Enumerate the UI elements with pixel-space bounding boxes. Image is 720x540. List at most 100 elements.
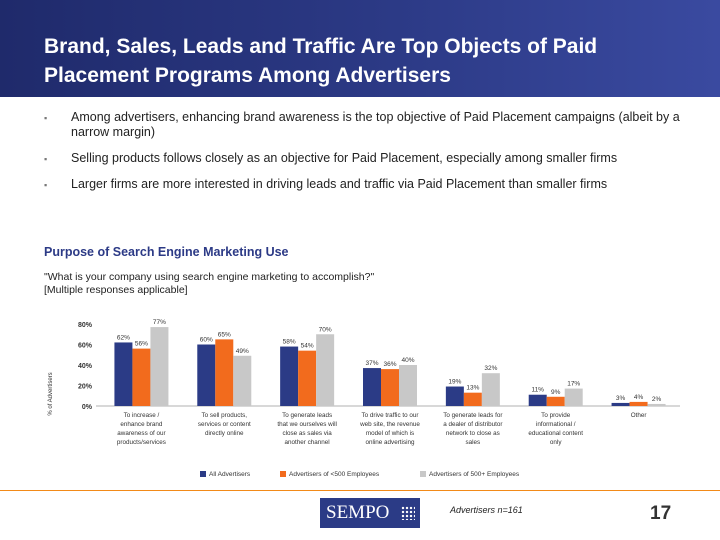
data-label: 17% [567, 381, 580, 388]
question-text: "What is your company using search engin… [44, 271, 375, 283]
bar-chart: 0% 20% 40% 60% 80% % of Advertisers 62% 56% 77% T… [48, 319, 680, 478]
category-label: To provide [541, 412, 571, 419]
page-number: 17 [650, 503, 672, 524]
bar [528, 394, 547, 406]
bullet-item: ▪ Selling products follows closely as an… [44, 151, 684, 166]
data-label: 37% [365, 360, 378, 367]
category-label: close as sales via [282, 430, 332, 437]
sempo-logo: SEMPO [320, 498, 420, 528]
bar [481, 373, 500, 406]
sample-size-note: Advertisers n=161 [450, 505, 523, 515]
slide-title: Brand, Sales, Leads and Traffic Are Top … [44, 35, 598, 87]
category-label: informational / [536, 421, 576, 428]
category-label: sales [466, 439, 481, 446]
y-tick-label: 20% [78, 384, 93, 391]
bar [399, 365, 417, 406]
y-axis-label: % of Advertisers [48, 372, 54, 415]
data-label: 58% [283, 339, 296, 346]
legend-swatch [280, 471, 286, 477]
category-label: products/services [117, 439, 166, 446]
bar [546, 396, 565, 406]
data-label: 54% [301, 343, 314, 350]
bar [298, 350, 317, 406]
bar [197, 344, 216, 406]
category-label: that we ourselves will [277, 421, 337, 428]
category-label: only [550, 439, 562, 446]
bar [316, 334, 335, 406]
category-label: another channel [285, 439, 330, 446]
category-label: To generate leads [282, 412, 332, 419]
legend-swatch [200, 471, 206, 477]
data-label: 19% [448, 379, 461, 386]
bullet-item: ▪ Among advertisers, enhancing brand awa… [44, 110, 684, 140]
legend-label: Advertisers of <500 Employees [289, 471, 380, 478]
data-label: 60% [200, 337, 213, 344]
category-label: a dealer of distributor [443, 421, 502, 428]
footer-divider [0, 490, 720, 491]
category-label: online advertising [365, 439, 415, 446]
bullet-text: Among advertisers, enhancing brand aware… [71, 110, 680, 139]
bar [564, 388, 583, 406]
bullet-item: ▪ Larger firms are more interested in dr… [44, 177, 684, 192]
data-label: 3% [616, 395, 626, 402]
category-label: To generate leads for [443, 412, 502, 419]
bullet-marker: ▪ [44, 113, 48, 123]
y-tick-label: 0% [82, 404, 93, 411]
bullet-marker: ▪ [44, 180, 48, 190]
category-label: awareness of our [117, 430, 165, 437]
bullet-text: Larger firms are more interested in driv… [71, 177, 608, 191]
data-label: 32% [484, 365, 497, 372]
category-label: directly online [205, 430, 244, 437]
bar [463, 392, 482, 406]
category-label: Other [631, 412, 647, 419]
category-label: To sell products, [202, 412, 248, 419]
bullet-list: ▪ Among advertisers, enhancing brand awa… [44, 110, 684, 203]
bar [233, 355, 252, 406]
bar [150, 327, 169, 406]
category-label: enhance brand [120, 421, 163, 428]
data-label: 11% [531, 387, 544, 394]
legend-swatch [420, 471, 426, 477]
logo-dots-icon [401, 506, 415, 520]
category-label: network to close as [446, 430, 500, 437]
bar [215, 339, 234, 406]
y-tick-label: 80% [78, 322, 93, 329]
legend-label: All Advertisers [209, 471, 251, 478]
data-label: 40% [401, 357, 414, 364]
data-label: 70% [319, 326, 332, 333]
data-label: 62% [117, 334, 130, 341]
legend-label: Advertisers of 500+ Employees [429, 471, 520, 478]
category-label: web site, the revenue [359, 421, 420, 428]
data-label: 9% [551, 389, 561, 396]
bar [363, 368, 381, 406]
bar [381, 369, 399, 406]
survey-question: "What is your company using search engin… [44, 271, 374, 297]
bullet-marker: ▪ [44, 154, 48, 164]
data-label: 56% [135, 341, 148, 348]
category-label: educational content [528, 430, 583, 437]
y-tick-label: 60% [78, 343, 93, 350]
category-label: model of which is [366, 430, 414, 437]
data-label: 49% [236, 348, 249, 355]
bullet-text: Selling products follows closely as an o… [71, 151, 618, 165]
category-label: To drive traffic to our [362, 412, 419, 419]
bar [114, 342, 133, 406]
bar [629, 401, 648, 406]
data-label: 4% [634, 394, 644, 401]
data-label: 77% [153, 319, 166, 326]
data-label: 13% [466, 385, 479, 392]
bar [280, 346, 299, 406]
question-note: [Multiple responses applicable] [44, 284, 188, 296]
title-banner: Brand, Sales, Leads and Traffic Are Top … [0, 0, 720, 97]
logo-text: SEMPO [326, 502, 390, 523]
bar [132, 348, 151, 406]
section-title: Purpose of Search Engine Marketing Use [44, 245, 289, 259]
bar [611, 402, 630, 406]
category-label: services or content [198, 421, 251, 428]
bar [647, 403, 666, 406]
data-label: 2% [652, 396, 662, 403]
bar [445, 386, 464, 406]
data-label: 36% [383, 361, 396, 368]
y-tick-label: 40% [78, 363, 93, 370]
data-label: 65% [218, 331, 231, 338]
